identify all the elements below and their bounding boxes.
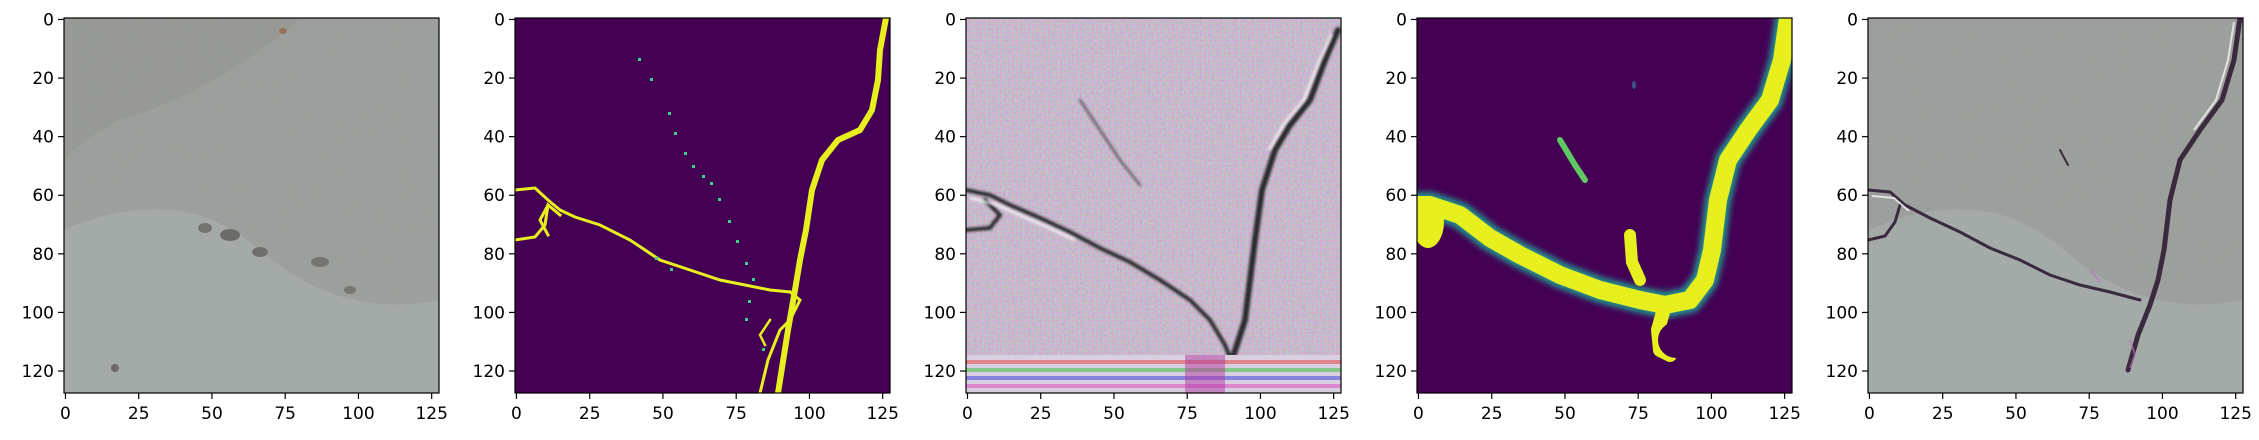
panel-1-y-tick-label: 60 (32, 186, 54, 206)
panel-3-y-tick-label: 0 (945, 10, 956, 30)
panel-4-image (1412, 18, 1792, 393)
panel-4-x-tick-label: 75 (1627, 404, 1649, 424)
panel-2-x-tick-label: 25 (579, 404, 601, 424)
panel-3-x-tick-label: 75 (1176, 404, 1198, 424)
panel-5-x-tick-label: 50 (2005, 404, 2027, 424)
panel-2-x-tick-label: 50 (652, 404, 674, 424)
panel-5-y-tick-label: 100 (1826, 303, 1858, 323)
panel-2-x-tick-label: 0 (511, 404, 522, 424)
panel-2-y-tick-label: 80 (483, 245, 505, 265)
panel-3-y-tick-label: 60 (934, 186, 956, 206)
panel-1-y-tick-label: 120 (22, 362, 54, 382)
panel-3-image (966, 18, 1341, 393)
panel-5-y-tick-label: 80 (1836, 245, 1858, 265)
panel-2-y-tick-label: 40 (483, 128, 505, 148)
panel-1-x-tick-label: 100 (342, 404, 374, 424)
panel-2-y-tick-label: 0 (494, 10, 505, 30)
panel-1-y-tick-label: 100 (22, 303, 54, 323)
panel-4-y-tick-label: 80 (1385, 245, 1407, 265)
panel-5-x-tick-label: 75 (2078, 404, 2100, 424)
panel-5-y-tick-label: 40 (1836, 128, 1858, 148)
panel-5-y-tick-label: 20 (1836, 69, 1858, 89)
panel-5-x-tick-label: 125 (2219, 404, 2251, 424)
panel-3-x-tick-label: 50 (1103, 404, 1125, 424)
panel-5-y-tick-label: 0 (1847, 10, 1858, 30)
panel-3-x-tick-label: 125 (1317, 404, 1349, 424)
panel-2-x-tick-label: 125 (866, 404, 898, 424)
panel-4-x-tick-label: 125 (1768, 404, 1800, 424)
panel-2-image (515, 18, 890, 393)
panel-4-y-tick-label: 40 (1385, 128, 1407, 148)
panel-4-x-tick-label: 0 (1413, 404, 1424, 424)
panel-2-y-tick-label: 60 (483, 186, 505, 206)
panel-4-x-tick-label: 25 (1481, 404, 1503, 424)
panel-1-x-tick-label: 125 (415, 404, 447, 424)
panel-1-image (64, 18, 439, 393)
panel-4-x-tick-label: 50 (1554, 404, 1576, 424)
panel-4-y-tick-label: 60 (1385, 186, 1407, 206)
panel-2-y-tick-label: 20 (483, 69, 505, 89)
panel-3-y-tick-label: 40 (934, 128, 956, 148)
panel-3-y-tick-label: 20 (934, 69, 956, 89)
panel-4-y-tick-label: 0 (1396, 10, 1407, 30)
panel-1-x-tick-label: 50 (201, 404, 223, 424)
panel-1-y-tick-label: 80 (32, 245, 54, 265)
panel-1-x-tick-label: 0 (60, 404, 71, 424)
panel-4-y-tick-label: 120 (1375, 362, 1407, 382)
panel-2-y-tick-label: 100 (473, 303, 505, 323)
panel-4-y-tick-label: 20 (1385, 69, 1407, 89)
panel-4-y-tick-label: 100 (1375, 303, 1407, 323)
panel-3-x-tick-label: 100 (1244, 404, 1276, 424)
panel-1-y-tick-label: 0 (43, 10, 54, 30)
panel-3-y-tick-label: 120 (924, 362, 956, 382)
panel-3-x-tick-label: 0 (962, 404, 973, 424)
panel-2-y-tick-label: 120 (473, 362, 505, 382)
panel-5-x-tick-label: 25 (1932, 404, 1954, 424)
panel-2-x-tick-label: 75 (725, 404, 747, 424)
panel-3-y-tick-label: 100 (924, 303, 956, 323)
panel-4-x-tick-label: 100 (1695, 404, 1727, 424)
panel-5-x-tick-label: 100 (2146, 404, 2178, 424)
panel-1-x-tick-label: 75 (274, 404, 296, 424)
panel-2-x-tick-label: 100 (793, 404, 825, 424)
panel-5-image (1868, 18, 2243, 393)
panel-5-x-tick-label: 0 (1864, 404, 1875, 424)
panel-1-x-tick-label: 25 (128, 404, 150, 424)
panel-5-y-tick-label: 60 (1836, 186, 1858, 206)
panel-3-x-tick-label: 25 (1030, 404, 1052, 424)
panel-1-y-tick-label: 20 (32, 69, 54, 89)
panel-1-y-tick-label: 40 (32, 128, 54, 148)
panel-3-y-tick-label: 80 (934, 245, 956, 265)
panel-5-y-tick-label: 120 (1826, 362, 1858, 382)
